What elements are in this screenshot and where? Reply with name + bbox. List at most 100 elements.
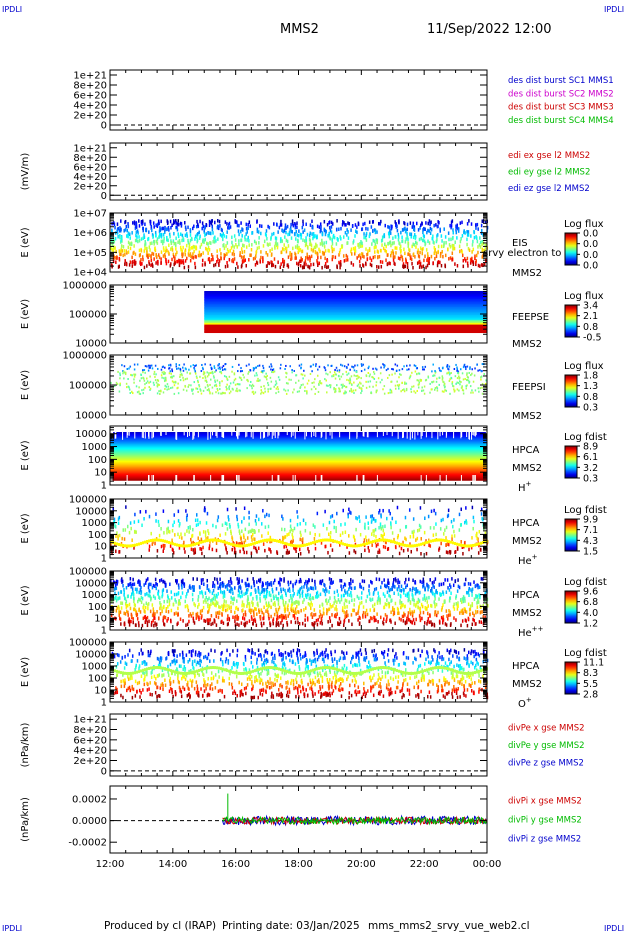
spectro-pixel xyxy=(211,392,214,395)
spectro-pixel xyxy=(270,380,273,383)
spectro-pixel xyxy=(422,228,424,232)
spectro-pixel xyxy=(121,601,124,606)
spectro-pixel xyxy=(128,617,130,621)
spectro-pixel xyxy=(243,376,245,379)
spectro-pixel xyxy=(425,551,428,556)
spectro-pixel xyxy=(416,241,418,246)
spectro-pixel xyxy=(125,605,128,609)
spectro-band-pixel xyxy=(236,544,238,548)
spectro-pixel xyxy=(375,391,378,394)
spectro-band-pixel xyxy=(466,544,468,548)
spectro-pixel xyxy=(329,585,331,590)
spectro-pixel xyxy=(166,237,168,242)
spectro-pixel xyxy=(252,596,254,601)
spectro-pixel xyxy=(219,233,222,237)
spectro-pixel xyxy=(469,257,472,262)
spectro-band-pixel xyxy=(436,538,438,542)
spectro-pixel xyxy=(271,260,273,265)
spectro-pixel xyxy=(360,377,362,380)
spectro-pixel xyxy=(328,520,331,525)
spectro-band xyxy=(204,300,487,303)
spectro-pixel xyxy=(397,235,400,239)
spectro-pixel xyxy=(268,261,271,266)
spectro-pixel xyxy=(262,244,265,248)
spectro-pixel xyxy=(183,265,186,270)
spectro-pixel xyxy=(343,385,346,388)
spectro-pixel xyxy=(420,265,423,269)
spectro-pixel xyxy=(318,383,320,386)
spectro-pixel xyxy=(340,237,342,241)
spectro-pixel xyxy=(394,255,396,259)
spectro-pixel xyxy=(259,379,261,382)
spectro-pixel xyxy=(249,529,251,534)
spectro-pixel xyxy=(355,527,357,532)
spectro-pixel xyxy=(282,264,285,268)
spectro-pixel xyxy=(170,387,172,390)
spectro-pixel xyxy=(298,622,301,626)
spectro-pixel xyxy=(204,225,206,229)
spectro-pixel xyxy=(138,386,140,389)
spectro-pixel xyxy=(339,265,341,270)
spectro-pixel xyxy=(335,242,338,246)
spectro-pixel xyxy=(400,254,402,258)
spectro-pixel xyxy=(209,605,211,609)
spectro-pixel xyxy=(258,517,260,522)
spectro-pixel xyxy=(223,591,226,595)
spectro-pixel xyxy=(162,232,165,237)
spectro-pixel xyxy=(201,608,204,613)
spectro-band-pixel xyxy=(200,540,202,544)
spectro-pixel xyxy=(314,234,316,238)
spectro-pixel xyxy=(387,601,390,606)
spectro-pixel xyxy=(451,534,453,539)
spectro-pixel xyxy=(112,235,115,240)
spectro-pixel xyxy=(434,511,437,516)
spectro-pixel xyxy=(358,259,361,264)
spectro-pixel xyxy=(248,370,250,373)
spectro-pixel xyxy=(400,605,402,610)
spectro-pixel xyxy=(151,241,153,245)
spectro-pixel xyxy=(359,582,361,587)
spectro-pixel xyxy=(384,524,386,529)
spectro-pixel xyxy=(395,579,397,583)
spectro-pixel xyxy=(376,230,378,234)
spectro-pixel xyxy=(406,232,408,236)
spectro-pixel xyxy=(441,390,444,393)
spectro-pixel xyxy=(286,224,289,229)
spectro-pixel xyxy=(403,390,406,393)
spectro-pixel xyxy=(209,372,212,375)
spectro-gap xyxy=(474,475,476,481)
spectro-pixel xyxy=(195,616,198,620)
spectro-pixel xyxy=(130,595,132,599)
spectro-pixel xyxy=(432,234,434,239)
spectro-pixel xyxy=(436,389,439,392)
spectro-pixel xyxy=(367,249,369,253)
spectro-gap xyxy=(349,432,351,440)
spectro-pixel xyxy=(118,390,121,393)
spectro-pixel xyxy=(394,363,397,366)
spectro-pixel xyxy=(248,239,250,243)
spectro-pixel xyxy=(128,623,131,627)
spectro-pixel xyxy=(177,386,179,389)
spectro-pixel xyxy=(415,367,418,370)
spectro-pixel xyxy=(418,523,421,528)
spectro-pixel xyxy=(440,244,443,249)
spectro-pixel xyxy=(298,588,301,592)
spectro-pixel xyxy=(476,222,479,227)
spectro-pixel xyxy=(417,254,420,258)
spectro-pixel xyxy=(463,229,465,233)
spectro-pixel xyxy=(347,363,350,366)
spectro-pixel xyxy=(239,251,241,255)
spectro-pixel xyxy=(181,374,183,377)
spectro-pixel xyxy=(477,227,479,231)
spectro-pixel xyxy=(171,257,173,262)
legend-entry: des dist burst SC3 MMS3 xyxy=(508,103,614,113)
spectro-band-pixel xyxy=(274,539,276,543)
legend-entry: edi ey gse l2 MMS2 xyxy=(508,168,590,178)
spectro-gap xyxy=(310,432,312,438)
spectro-pixel xyxy=(223,594,226,598)
spectro-pixel xyxy=(275,222,278,227)
spectro-pixel xyxy=(209,383,211,386)
spectro-pixel xyxy=(348,551,351,555)
spectro-pixel xyxy=(366,257,369,262)
spectro-pixel xyxy=(301,265,304,270)
